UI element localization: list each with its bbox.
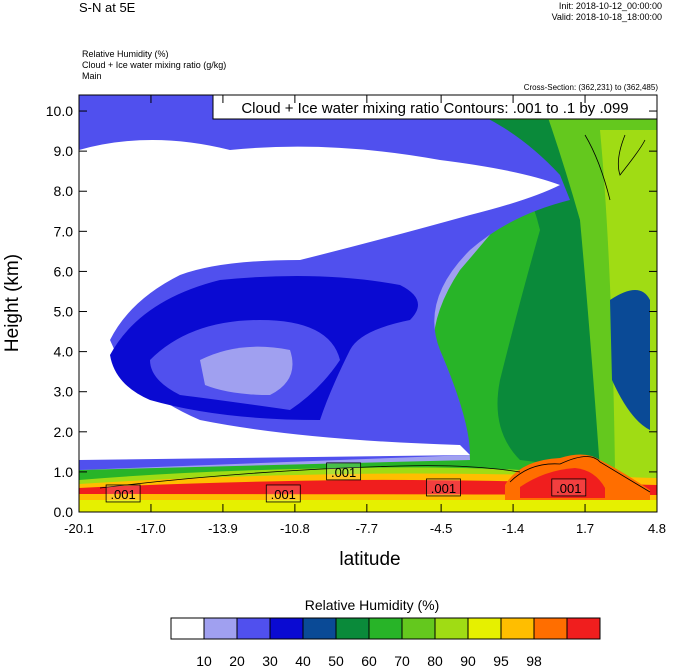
field-name-cloud-ice: Cloud + Ice water mixing ratio (g/kg)	[82, 60, 227, 70]
y-tick-label: 3.0	[54, 384, 74, 400]
field-name-rh: Relative Humidity (%)	[82, 49, 169, 59]
colorbar: 10 20 30 40 50 60 70 80 90 95 98	[170, 617, 601, 668]
x-tick-label: 4.8	[648, 521, 666, 536]
contour-line-bump	[509, 456, 651, 493]
colorbar-level-label: 30	[262, 653, 278, 668]
x-tick-label: -10.8	[280, 521, 310, 536]
colorbar-title: Relative Humidity (%)	[304, 597, 440, 613]
colorbar-swatch	[401, 617, 436, 640]
field-name-main: Main	[82, 71, 102, 81]
colorbar-swatch	[269, 617, 304, 640]
colorbar-swatch	[434, 617, 469, 640]
contour-label: .001	[326, 462, 362, 481]
x-tick-label: -4.5	[430, 521, 452, 536]
contour-label-text: .001	[110, 487, 135, 502]
y-axis-label: Height (km)	[2, 254, 23, 352]
contour-label: .001	[265, 484, 301, 503]
y-tick-label: 10.0	[46, 103, 73, 119]
plot-title: S-N at 5E	[79, 0, 136, 15]
colorbar-level-label: 50	[328, 653, 344, 668]
colorbar-level-label: 60	[361, 653, 377, 668]
contour-label-text: .001	[556, 481, 581, 496]
rh-red-bump-core	[520, 468, 605, 498]
contour-line-top-1	[584, 134, 611, 201]
y-tick-label: 6.0	[54, 263, 74, 279]
colorbar-swatch	[500, 617, 535, 640]
contour-legend-box: Cloud + Ice water mixing ratio Contours:…	[212, 94, 658, 120]
x-tick-label: -13.9	[208, 521, 238, 536]
rh-green-dark	[470, 120, 600, 470]
y-tick-label: 5.0	[54, 304, 74, 320]
x-tick-label: -1.4	[502, 521, 524, 536]
colorbar-swatch	[566, 617, 601, 640]
cloud-contours	[99, 134, 651, 493]
x-tick-label: 1.7	[576, 521, 594, 536]
valid-time: Valid: 2018-10-18_18:00:00	[551, 12, 662, 22]
y-axis: 0.0 1.0 2.0 3.0 4.0 5.0 6.0 7.0 8.0 9.0 10.0	[46, 103, 657, 520]
x-tick-label: -20.1	[64, 521, 94, 536]
y-tick-label: 1.0	[54, 464, 74, 480]
x-axis-label: latitude	[339, 549, 401, 570]
contour-label-text: .001	[271, 487, 296, 502]
y-tick-label: 2.0	[54, 424, 74, 440]
contour-label: .001	[551, 478, 587, 497]
contour-label-text: .001	[431, 481, 456, 496]
contour-legend-text: Cloud + Ice water mixing ratio Contours:…	[241, 100, 628, 117]
contour-line-low	[99, 465, 521, 489]
colorbar-swatch	[302, 617, 337, 640]
colorbar-level-label: 20	[229, 653, 245, 668]
contour-label-text: .001	[331, 465, 356, 480]
colorbar-swatch	[533, 617, 568, 640]
colorbar-level-label: 10	[196, 653, 212, 668]
colorbar-swatch	[236, 617, 271, 640]
cross-section-label: Cross-Section: (362,231) to (362,485)	[523, 83, 658, 92]
rh-dry-tongue	[79, 140, 560, 460]
y-tick-label: 7.0	[54, 223, 74, 239]
colorbar-swatch	[170, 617, 205, 640]
contour-label: .001	[105, 484, 141, 503]
contour-label: .001	[426, 478, 461, 497]
y-tick-label: 8.0	[54, 183, 74, 199]
rh-field	[79, 95, 657, 512]
y-tick-label: 0.0	[54, 504, 74, 520]
colorbar-level-label: 98	[526, 653, 542, 668]
colorbar-level-label: 90	[460, 653, 476, 668]
colorbar-level-label: 40	[295, 653, 311, 668]
y-tick-label: 9.0	[54, 143, 74, 159]
colorbar-swatch	[335, 617, 370, 640]
y-tick-label: 4.0	[54, 344, 74, 360]
colorbar-swatch	[368, 617, 403, 640]
init-time: Init: 2018-10-12_00:00:00	[558, 1, 662, 11]
colorbar-swatch	[467, 617, 502, 640]
colorbar-swatch	[203, 617, 238, 640]
rh-surface-yellow	[79, 500, 657, 512]
x-tick-label: -7.7	[356, 521, 378, 536]
rh-blue-patch-right	[610, 290, 650, 430]
colorbar-level-label: 95	[493, 653, 509, 668]
colorbar-level-label: 70	[394, 653, 410, 668]
colorbar-level-label: 80	[427, 653, 443, 668]
contour-line-top-2	[617, 134, 646, 176]
rh-blue-innermost	[200, 346, 293, 395]
x-axis: -20.1 -17.0 -13.9 -10.8 -7.7 -4.5 -1.4 1.7 4.8	[64, 95, 666, 536]
x-tick-label: -17.0	[136, 521, 166, 536]
